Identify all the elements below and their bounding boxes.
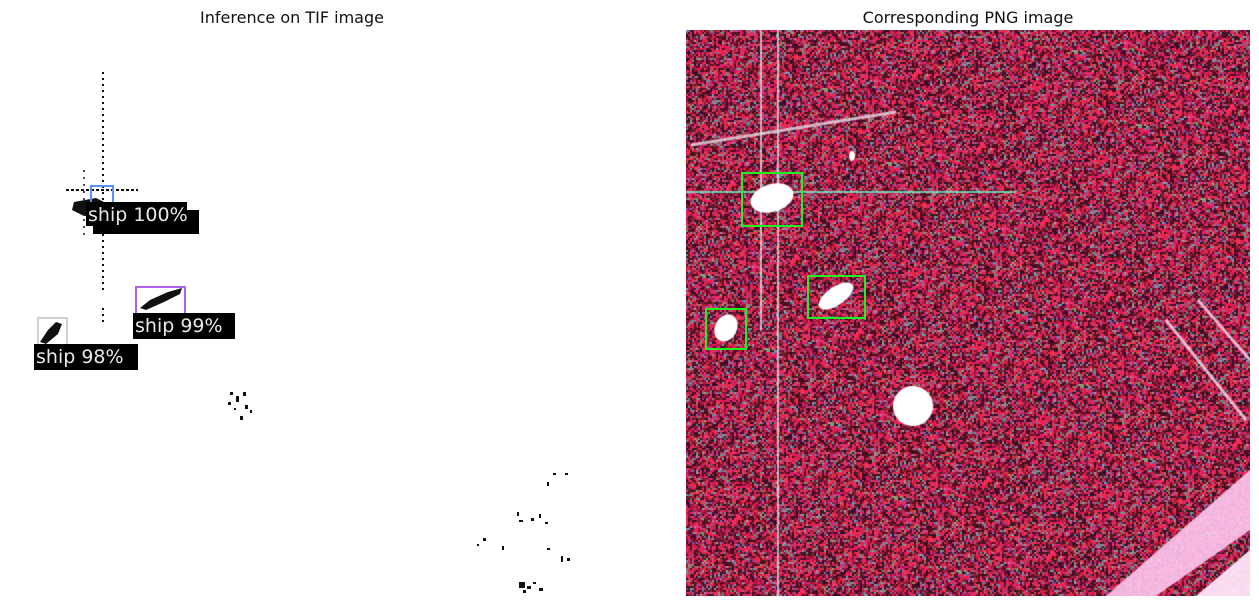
detection-ship-98: ship 98% bbox=[34, 317, 138, 370]
target-blob-3 bbox=[40, 322, 62, 344]
speckle-cluster-2 bbox=[477, 473, 570, 593]
detection-label: ship 99% bbox=[135, 315, 223, 337]
label-background bbox=[34, 344, 138, 370]
tif-background bbox=[0, 30, 584, 605]
speckle-cluster-1 bbox=[228, 392, 252, 420]
png-detection-box-3 bbox=[705, 308, 747, 350]
label-background bbox=[86, 202, 187, 226]
png-image bbox=[686, 30, 1250, 596]
detection-ship-99: ship 99% bbox=[133, 286, 235, 339]
label-background bbox=[133, 313, 235, 339]
detection-ship-100: ship 100% bbox=[86, 185, 199, 234]
right-panel-title: Corresponding PNG image bbox=[862, 8, 1074, 27]
detection-label: ship 100% bbox=[88, 204, 188, 226]
detection-label: ship 98% bbox=[36, 346, 124, 368]
tif-inference-image: ship 100% ship 99% ship 98% bbox=[0, 30, 584, 605]
png-detection-box-1 bbox=[741, 172, 803, 227]
png-speckle-canvas bbox=[686, 30, 1250, 596]
png-detection-box-2 bbox=[807, 275, 866, 319]
left-panel-title: Inference on TIF image bbox=[200, 8, 384, 27]
target-blob-2 bbox=[140, 288, 182, 310]
png-detections-overlay bbox=[705, 172, 866, 350]
